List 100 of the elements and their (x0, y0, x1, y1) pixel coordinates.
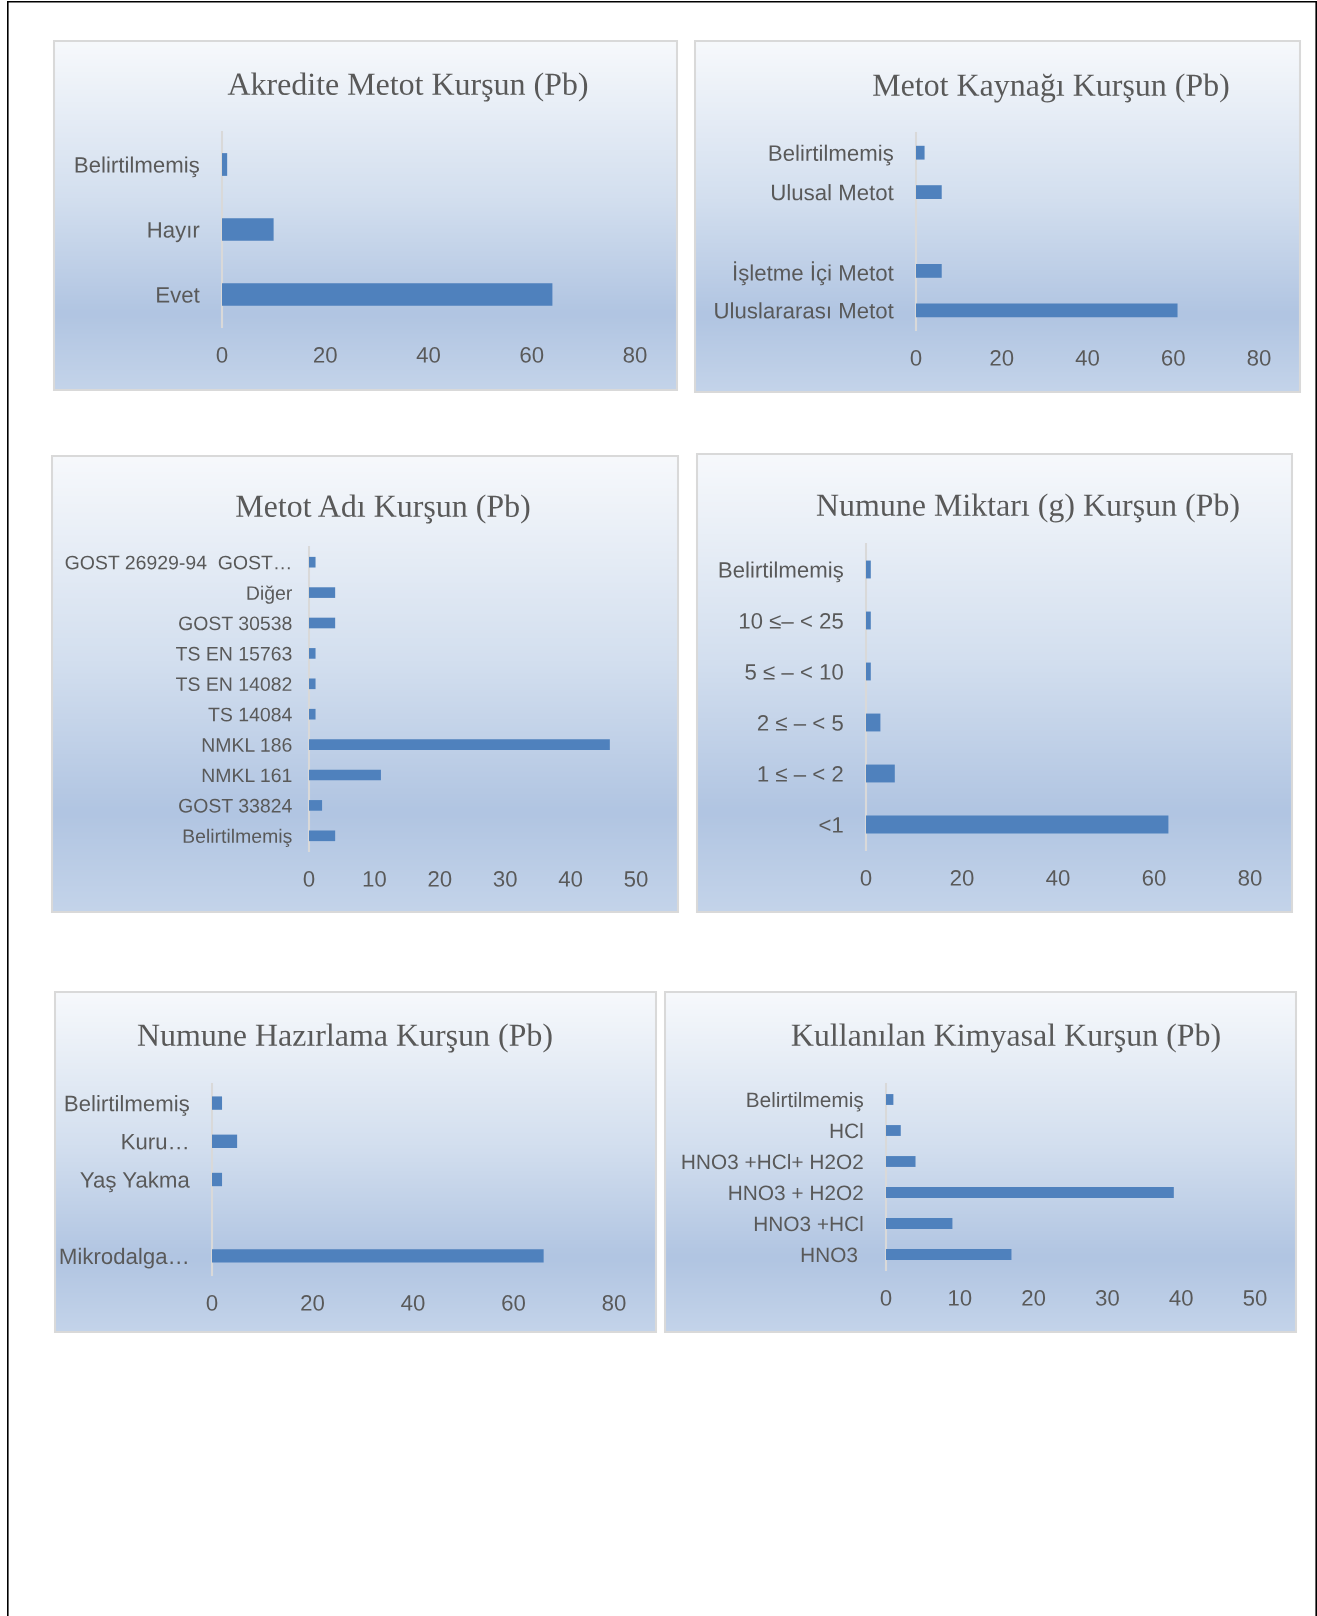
bar (886, 1094, 894, 1105)
chart-title: Metot Kaynağı Kurşun (Pb) (873, 73, 1229, 103)
x-tick-label: 40 (416, 347, 440, 363)
y-tick-label: HNO3 +HCl (754, 1215, 863, 1232)
bar (309, 678, 316, 690)
y-tick-label: TS EN 15763 (176, 646, 292, 661)
bar (866, 815, 1169, 834)
bar (222, 153, 228, 176)
bar (886, 1218, 953, 1229)
y-tick-label: NMKL 186 (202, 738, 292, 752)
chart-title: Akredite Metot Kurşun (Pb) (227, 72, 588, 102)
x-tick-label: 40 (401, 1295, 425, 1311)
chart-title: Numune Miktarı (g) Kurşun (Pb) (816, 493, 1239, 523)
x-tick-label: 20 (314, 347, 337, 363)
x-tick-label: 0 (303, 871, 315, 887)
x-tick-label: 30 (493, 871, 517, 887)
y-tick-label: Hayır (148, 222, 200, 243)
x-tick-label: 0 (880, 1290, 892, 1306)
y-tick-label: HNO3 + H2O2 (729, 1185, 863, 1201)
y-tick-label: Belirtilmemiş (183, 828, 292, 847)
y-tick-label: HCl (830, 1122, 863, 1139)
x-tick-label: 20 (428, 871, 452, 887)
x-tick-label: 50 (624, 871, 648, 887)
bar (309, 739, 610, 750)
y-tick-label: Belirtilmemiş (65, 1095, 189, 1116)
x-tick-label: 80 (623, 347, 647, 363)
x-tick-label: 20 (1022, 1290, 1046, 1306)
bar (916, 264, 942, 278)
x-tick-label: 10 (363, 871, 386, 887)
y-tick-label: Belirtilmemiş (75, 156, 199, 178)
y-tick-label: İşletme İçi Metot (734, 261, 894, 286)
bar (212, 1096, 223, 1110)
x-tick-label: 50 (1243, 1290, 1267, 1306)
chart-title: Metot Adı Kurşun (Pb) (236, 494, 530, 524)
y-tick-label: Belirtilmemiş (747, 1091, 864, 1112)
y-tick-label: Evet (157, 287, 200, 303)
y-tick-label: Mikrodalga… (60, 1247, 187, 1269)
bar (309, 587, 336, 598)
y-tick-label: 10 ≤– < 25 (739, 613, 843, 629)
x-tick-label: 60 (502, 1295, 525, 1311)
chart-title: Numune Hazırlama Kurşun (Pb) (137, 1023, 552, 1053)
y-tick-label: HNO3 +HCl+ H2O2 (682, 1153, 863, 1170)
bar (309, 648, 316, 659)
y-tick-label: 5 ≤ – < 10 (745, 664, 843, 680)
bar (222, 283, 553, 306)
x-tick-label: 10 (949, 1290, 972, 1306)
bar (309, 708, 316, 720)
y-tick-label: GOST 26929-94 GOST… (65, 555, 290, 570)
x-tick-label: 40 (1046, 870, 1070, 886)
y-tick-label: Uluslararası Metot (715, 302, 894, 319)
bar (212, 1249, 544, 1263)
x-tick-label: 80 (1238, 870, 1262, 886)
chart-title: Kullanılan Kimyasal Kurşun (Pb) (791, 1023, 1220, 1053)
x-tick-label: 30 (1095, 1290, 1119, 1306)
y-tick-label: NMKL 161 (202, 768, 292, 783)
bar (866, 560, 871, 579)
x-tick-label: 20 (301, 1295, 324, 1311)
y-tick-label: Belirtilmemiş (719, 561, 843, 583)
x-tick-label: 80 (1247, 350, 1271, 366)
bar (309, 830, 336, 842)
bar (222, 218, 274, 241)
y-tick-label: <1 (819, 817, 843, 833)
y-tick-label: Diğer (247, 585, 293, 604)
x-tick-label: 80 (602, 1295, 626, 1311)
bar (309, 617, 336, 629)
bar (886, 1187, 1174, 1198)
y-tick-label: Ulusal Metot (772, 184, 894, 201)
y-tick-label: GOST 33824 (179, 798, 292, 813)
x-tick-label: 0 (206, 1295, 218, 1311)
y-tick-label: GOST 30538 (179, 616, 292, 631)
bar (212, 1172, 223, 1187)
bar (309, 556, 316, 568)
y-tick-label: Kuru… (122, 1134, 187, 1150)
bar (886, 1125, 901, 1136)
x-tick-label: 40 (1075, 350, 1099, 366)
bar (886, 1156, 916, 1167)
y-tick-label: HNO3 (801, 1247, 858, 1263)
bar (916, 145, 925, 160)
bar (309, 800, 323, 811)
bar (309, 769, 381, 781)
y-tick-label: 2 ≤ – < 5 (757, 715, 843, 731)
y-tick-label: Belirtilmemiş (769, 144, 893, 166)
x-tick-label: 0 (216, 347, 228, 363)
bar (916, 185, 942, 199)
y-tick-label: Yaş Yakma (80, 1171, 190, 1193)
bar (866, 713, 881, 732)
bar (212, 1134, 238, 1148)
x-tick-label: 40 (1169, 1290, 1193, 1306)
bar (866, 611, 871, 630)
x-tick-label: 60 (520, 347, 544, 363)
bar (886, 1249, 1012, 1260)
x-tick-label: 60 (1162, 350, 1185, 366)
y-tick-label: 1 ≤ – < 2 (758, 766, 843, 782)
x-tick-label: 40 (558, 871, 583, 887)
x-tick-label: 60 (1142, 870, 1166, 886)
bar (866, 662, 871, 681)
x-tick-label: 20 (990, 350, 1014, 366)
y-tick-label: TS EN 14082 (176, 677, 292, 692)
bar (916, 303, 1178, 318)
y-tick-label: TS 14084 (208, 707, 292, 722)
